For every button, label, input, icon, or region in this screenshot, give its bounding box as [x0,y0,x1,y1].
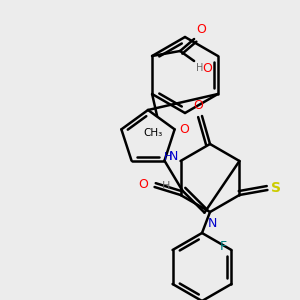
Text: H: H [164,152,172,162]
Text: O: O [196,23,206,36]
Text: N: N [169,151,178,164]
Text: O: O [139,178,148,191]
Text: N: N [207,217,217,230]
Text: S: S [272,181,281,195]
Text: O: O [193,99,203,112]
Text: CH₃: CH₃ [143,128,163,138]
Text: F: F [219,239,226,253]
Text: O: O [202,62,212,75]
Text: O: O [180,123,190,136]
Text: H: H [196,63,203,73]
Text: H: H [162,181,170,191]
